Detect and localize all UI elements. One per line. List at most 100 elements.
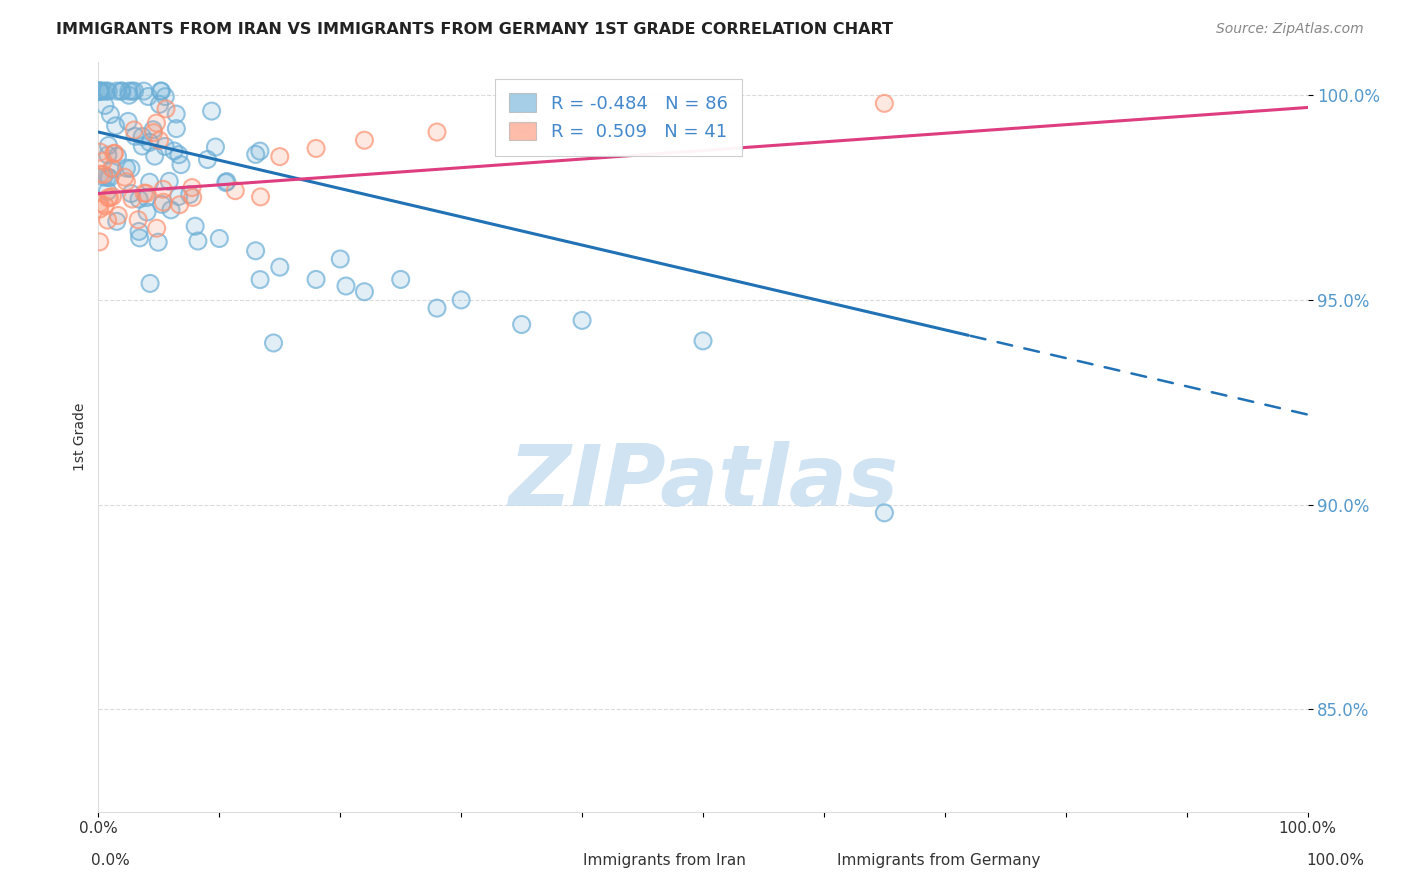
Point (96, 170, 118, 185)
Point (128, 224, 150, 238)
Point (89, 84, 111, 98)
Point (148, 97, 170, 112)
Point (187, 234, 209, 248)
Point (97, 191, 120, 205)
Point (124, 129, 146, 144)
Point (167, 189, 190, 203)
Point (249, 144, 271, 158)
Point (100, 161, 122, 175)
Point (165, 107, 187, 121)
Point (142, 126, 165, 140)
Point (132, 84, 155, 98)
Point (329, 252, 352, 266)
Point (89, 145, 111, 159)
Point (335, 279, 357, 293)
Point (873, 96, 896, 111)
Point (450, 293, 472, 307)
Point (155, 102, 177, 116)
Point (215, 176, 238, 190)
Point (89, 167, 111, 181)
Point (245, 147, 267, 161)
Point (153, 139, 176, 153)
Point (89, 84, 111, 98)
Point (150, 197, 173, 211)
Point (89, 235, 111, 249)
Point (305, 141, 328, 155)
Point (181, 180, 204, 194)
Point (131, 139, 153, 153)
Point (353, 133, 375, 147)
Point (107, 149, 129, 163)
Point (97, 84, 120, 98)
Point (114, 170, 136, 185)
Point (152, 195, 174, 210)
Point (305, 141, 328, 155)
Point (96, 84, 118, 98)
Point (208, 231, 231, 245)
Point (118, 88, 141, 103)
Point (90, 84, 112, 98)
Point (110, 84, 132, 98)
Point (389, 272, 412, 286)
Point (110, 84, 132, 98)
Point (150, 84, 173, 98)
Point (105, 84, 128, 98)
Point (197, 153, 219, 167)
Point (117, 114, 139, 128)
Point (136, 89, 159, 103)
Point (139, 277, 162, 291)
Point (167, 147, 190, 161)
Point (165, 121, 187, 136)
Point (115, 175, 138, 189)
Point (145, 221, 167, 235)
Point (181, 190, 204, 204)
Point (249, 272, 271, 286)
Point (245, 244, 267, 258)
Point (128, 192, 150, 206)
Point (152, 195, 174, 210)
Point (114, 170, 136, 185)
Point (135, 186, 157, 201)
Point (136, 89, 159, 103)
Point (136, 205, 159, 219)
Point (215, 176, 238, 190)
Point (122, 123, 145, 137)
Point (105, 84, 128, 98)
Point (115, 161, 138, 175)
Point (98, 191, 121, 205)
Point (153, 139, 176, 153)
Point (100, 107, 122, 121)
Point (873, 506, 896, 520)
Point (149, 84, 172, 98)
Point (91, 154, 114, 169)
Y-axis label: 1st Grade: 1st Grade (73, 403, 87, 471)
Point (150, 84, 173, 98)
Point (105, 214, 128, 228)
Point (138, 136, 160, 150)
Point (149, 133, 172, 147)
Point (692, 334, 714, 348)
Point (115, 161, 138, 175)
Point (692, 334, 714, 348)
Point (138, 175, 160, 189)
Point (98, 191, 121, 205)
Point (873, 96, 896, 111)
Point (155, 102, 177, 116)
Point (121, 84, 143, 98)
Point (89, 84, 111, 98)
Point (96, 185, 118, 199)
Point (204, 140, 226, 154)
Point (98, 170, 121, 185)
Point (107, 209, 129, 223)
Text: Immigrants from Iran: Immigrants from Iran (583, 854, 747, 868)
Point (89, 202, 111, 216)
Point (181, 190, 204, 204)
Point (510, 318, 533, 332)
Point (127, 212, 149, 227)
Point (269, 260, 291, 275)
Point (96, 84, 118, 98)
Point (124, 84, 146, 98)
Point (91, 84, 114, 98)
Point (101, 161, 124, 176)
Point (97, 138, 120, 153)
